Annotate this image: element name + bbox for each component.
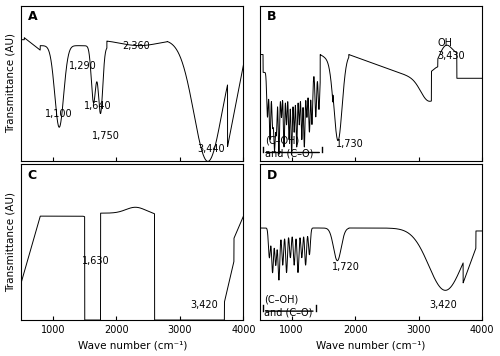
- Text: and (C–O): and (C–O): [264, 308, 312, 318]
- Text: OH: OH: [438, 38, 452, 48]
- Text: B: B: [266, 10, 276, 23]
- Text: 1,640: 1,640: [84, 101, 112, 111]
- Text: 3,420: 3,420: [429, 300, 456, 310]
- Text: C: C: [28, 169, 37, 182]
- Text: 1,100: 1,100: [44, 109, 72, 119]
- Text: A: A: [28, 10, 38, 23]
- Text: 3,430: 3,430: [437, 51, 464, 61]
- Text: D: D: [266, 169, 277, 182]
- Text: (C–OH): (C–OH): [264, 294, 298, 304]
- X-axis label: Wave number (cm⁻¹): Wave number (cm⁻¹): [316, 340, 426, 350]
- Text: 1,750: 1,750: [92, 131, 120, 141]
- Text: 1,630: 1,630: [82, 256, 109, 266]
- Text: 2,360: 2,360: [122, 41, 150, 51]
- Text: and (C–O): and (C–O): [265, 149, 314, 159]
- Y-axis label: Transmittance (AU): Transmittance (AU): [6, 33, 16, 134]
- Text: 1,730: 1,730: [336, 138, 364, 148]
- Text: 1,720: 1,720: [332, 262, 360, 272]
- Y-axis label: Transmittance (AU): Transmittance (AU): [6, 192, 16, 292]
- Text: 3,420: 3,420: [190, 300, 218, 310]
- Text: 3,440: 3,440: [198, 145, 226, 155]
- Text: (C–OH): (C–OH): [265, 136, 299, 146]
- Text: 1,290: 1,290: [69, 61, 96, 72]
- X-axis label: Wave number (cm⁻¹): Wave number (cm⁻¹): [78, 340, 187, 350]
